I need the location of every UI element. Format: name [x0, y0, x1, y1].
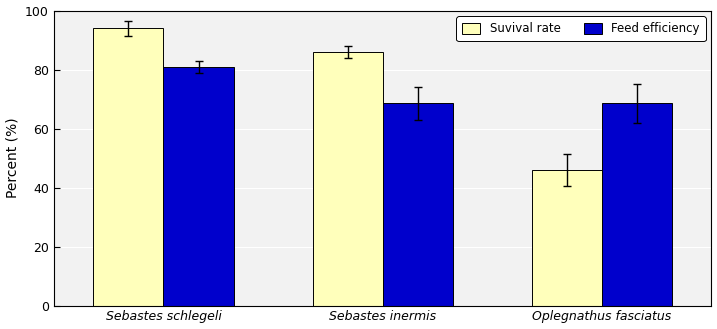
- Bar: [383, 104, 453, 306]
- Bar: [602, 104, 672, 306]
- Y-axis label: Percent (%): Percent (%): [6, 118, 19, 198]
- Bar: [163, 66, 234, 306]
- Legend: Suvival rate, Feed efficiency: Suvival rate, Feed efficiency: [457, 16, 706, 41]
- Bar: [93, 28, 163, 306]
- Bar: [532, 170, 602, 306]
- Bar: [313, 52, 383, 306]
